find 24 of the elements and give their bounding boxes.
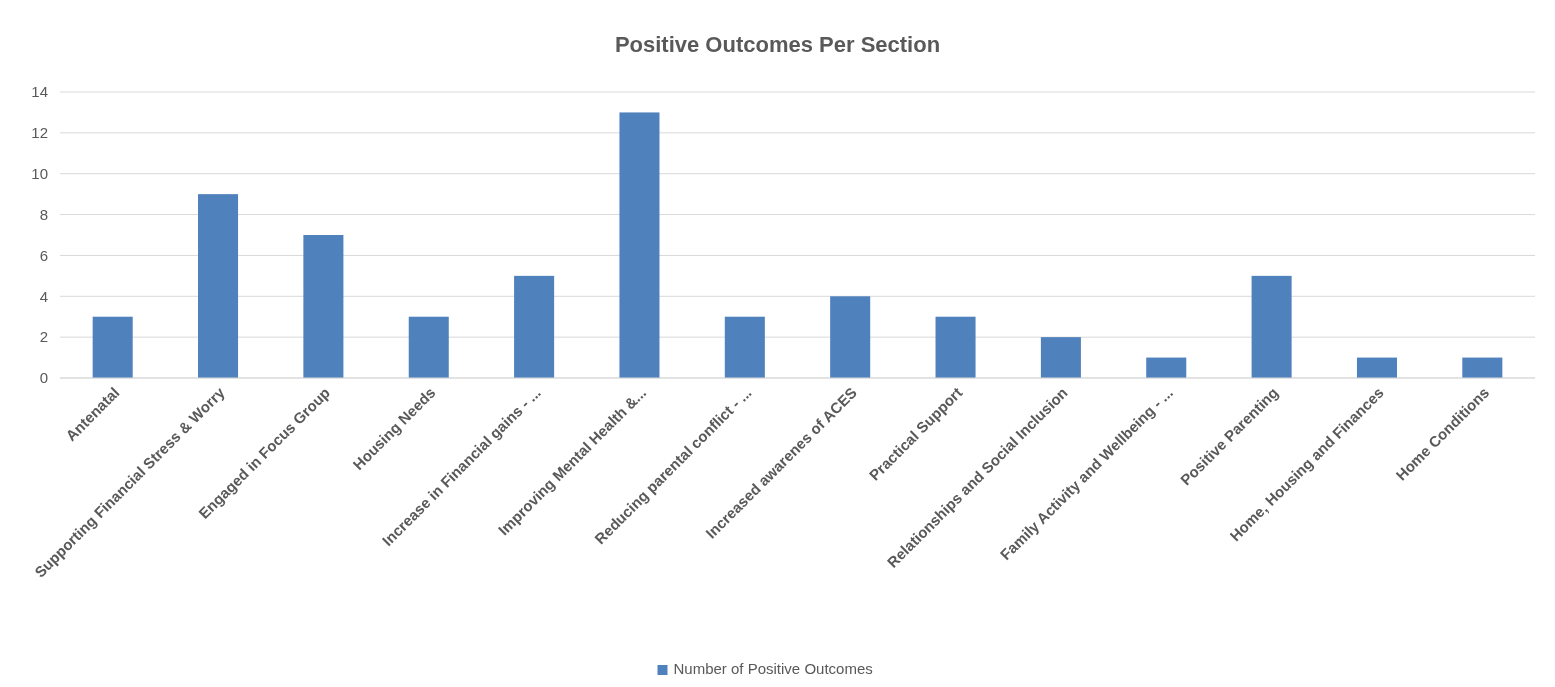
legend-label: Number of Positive Outcomes	[673, 660, 873, 677]
chart-title: Positive Outcomes Per Section	[614, 32, 941, 57]
bar	[92, 316, 133, 378]
bar	[1251, 275, 1292, 378]
y-tick-label: 4	[39, 287, 48, 305]
y-tick-label: 0	[39, 369, 48, 387]
bar	[830, 296, 871, 378]
y-tick-label: 12	[31, 124, 48, 142]
bar	[1356, 357, 1397, 378]
y-tick-label: 14	[31, 83, 48, 101]
bar	[303, 235, 344, 378]
bar	[1462, 357, 1503, 378]
y-tick-label: 10	[31, 164, 48, 182]
bar	[514, 275, 555, 378]
y-tick-label: 2	[39, 328, 48, 346]
bar	[1146, 357, 1187, 378]
bar	[1040, 337, 1081, 378]
y-tick-label: 8	[39, 205, 48, 223]
bar	[935, 316, 976, 378]
bar	[619, 112, 660, 378]
bar	[724, 316, 765, 378]
bar	[198, 194, 239, 378]
y-tick-label: 6	[39, 246, 48, 264]
bar	[408, 316, 449, 378]
